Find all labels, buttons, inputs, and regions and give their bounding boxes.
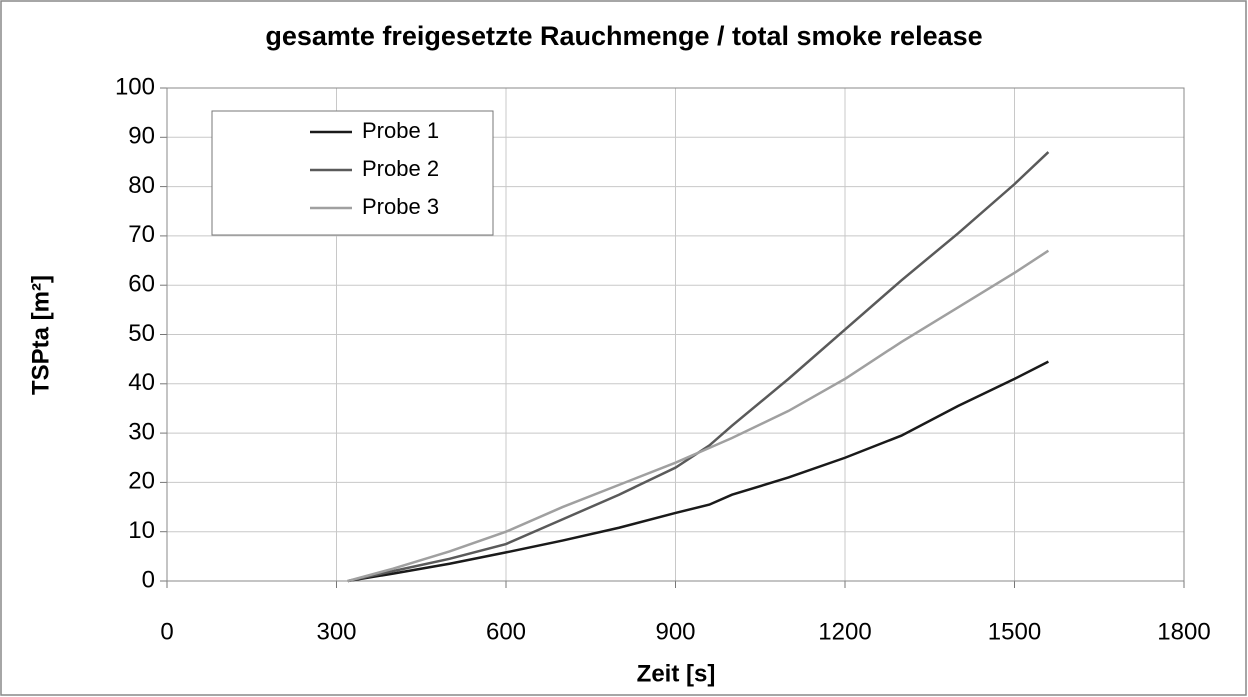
- x-tick-label: 600: [486, 618, 526, 645]
- y-tick-label: 10: [128, 517, 155, 544]
- y-tick-label: 20: [128, 468, 155, 495]
- x-tick-label: 300: [316, 618, 356, 645]
- x-tick-label: 1200: [818, 618, 871, 645]
- y-tick-label: 80: [128, 172, 155, 199]
- legend-label: Probe 3: [362, 194, 439, 219]
- data-line: [347, 249, 1050, 583]
- legend-label: Probe 1: [362, 118, 439, 143]
- plot-area: [166, 87, 1185, 582]
- y-tick-label: 70: [128, 221, 155, 248]
- legend-label: Probe 2: [362, 156, 439, 181]
- legend-box: [211, 110, 494, 236]
- y-tick-label: 50: [128, 320, 155, 347]
- x-tick-label: 1500: [988, 618, 1041, 645]
- y-tick-label: 0: [142, 566, 155, 593]
- y-tick-label: 40: [128, 369, 155, 396]
- y-axis-label: TSPta [m²]: [27, 275, 54, 395]
- data-line: [347, 360, 1049, 583]
- x-tick-label: 900: [655, 618, 695, 645]
- y-tick-label: 60: [128, 271, 155, 298]
- x-tick-label: 1800: [1157, 618, 1210, 645]
- y-tick-label: 90: [128, 123, 155, 150]
- chart-title: gesamte freigesetzte Rauchmenge / total …: [265, 21, 982, 51]
- x-axis-label: Zeit [s]: [637, 660, 716, 687]
- data-line: [347, 151, 1050, 583]
- y-tick-label: 100: [115, 73, 155, 100]
- y-tick-label: 30: [128, 418, 155, 445]
- x-tick-label: 0: [160, 618, 173, 645]
